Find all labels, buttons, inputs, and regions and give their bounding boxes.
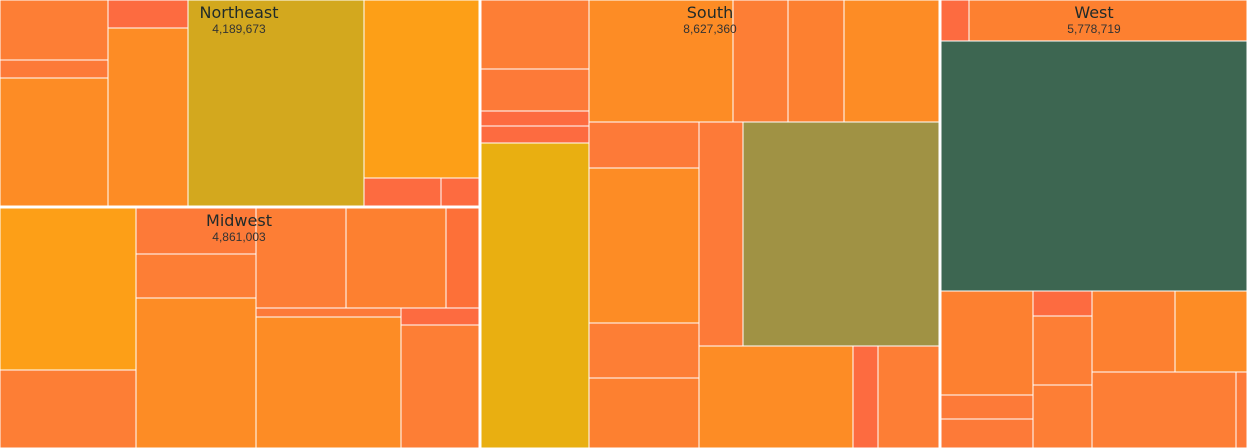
south-region-label: South: [687, 3, 734, 22]
midwest-region-value: 4,861,003: [212, 230, 266, 244]
west-tile[interactable]: [1235, 371, 1248, 448]
west-region: [940, 0, 1248, 448]
northeast-tile[interactable]: [0, 77, 109, 207]
midwest-tile[interactable]: [255, 316, 402, 448]
south-tile[interactable]: [732, 0, 789, 123]
northeast-tile[interactable]: [440, 177, 480, 207]
midwest-region: [0, 207, 480, 448]
west-tile[interactable]: [940, 290, 1034, 396]
west-tile[interactable]: [1174, 290, 1248, 373]
south-region-value: 8,627,360: [683, 22, 737, 36]
west-tile[interactable]: [1091, 290, 1176, 373]
midwest-tile[interactable]: [445, 207, 480, 309]
south-tile[interactable]: [588, 167, 700, 324]
west-tile[interactable]: [940, 394, 1034, 420]
northeast-region: [0, 0, 480, 207]
midwest-tile[interactable]: [345, 207, 447, 309]
northeast-tile[interactable]: [187, 0, 365, 207]
south-tile[interactable]: [877, 345, 940, 448]
midwest-tile[interactable]: [0, 369, 137, 448]
northeast-tile[interactable]: [107, 27, 189, 207]
midwest-region-label: Midwest: [206, 211, 272, 230]
northeast-tile[interactable]: [363, 0, 480, 179]
south-tile[interactable]: [480, 142, 590, 448]
west-tile[interactable]: [940, 418, 1034, 448]
west-tile[interactable]: [940, 0, 970, 42]
west-tile[interactable]: [1032, 384, 1093, 448]
south-tile[interactable]: [480, 68, 590, 112]
midwest-tile[interactable]: [0, 207, 137, 371]
northeast-tile[interactable]: [0, 0, 109, 61]
northeast-tile[interactable]: [107, 0, 189, 29]
midwest-tile[interactable]: [135, 297, 257, 448]
west-tile[interactable]: [1032, 290, 1093, 317]
west-region-value: 5,778,719: [1067, 22, 1121, 36]
northeast-tile[interactable]: [0, 59, 109, 79]
midwest-tile[interactable]: [135, 253, 257, 299]
south-tile[interactable]: [480, 0, 590, 70]
west-tile[interactable]: [1091, 371, 1237, 448]
south-tile[interactable]: [480, 110, 590, 127]
south-tile[interactable]: [588, 322, 700, 379]
northeast-region-value: 4,189,673: [212, 22, 266, 36]
south-tile[interactable]: [588, 121, 700, 169]
south-region: [480, 0, 940, 448]
south-tile[interactable]: [698, 345, 854, 448]
midwest-tile[interactable]: [400, 324, 480, 448]
south-tile[interactable]: [742, 121, 940, 347]
south-tile[interactable]: [588, 0, 734, 123]
south-tile[interactable]: [852, 345, 879, 448]
midwest-tile[interactable]: [255, 307, 402, 318]
northeast-tile[interactable]: [363, 177, 442, 207]
west-tile[interactable]: [1032, 315, 1093, 386]
treemap-labels: Northeast 4,189,673 Midwest 4,861,003 So…: [199, 3, 1121, 244]
west-tile[interactable]: [940, 40, 1248, 292]
south-tile[interactable]: [588, 377, 700, 448]
south-tile[interactable]: [787, 0, 845, 123]
south-tile[interactable]: [843, 0, 940, 123]
west-region-label: West: [1074, 3, 1113, 22]
midwest-tile[interactable]: [400, 307, 480, 326]
northeast-region-label: Northeast: [199, 3, 278, 22]
south-tile[interactable]: [480, 125, 590, 144]
south-tile[interactable]: [698, 121, 744, 347]
midwest-tile[interactable]: [255, 207, 347, 309]
west-tile[interactable]: [968, 0, 1248, 42]
